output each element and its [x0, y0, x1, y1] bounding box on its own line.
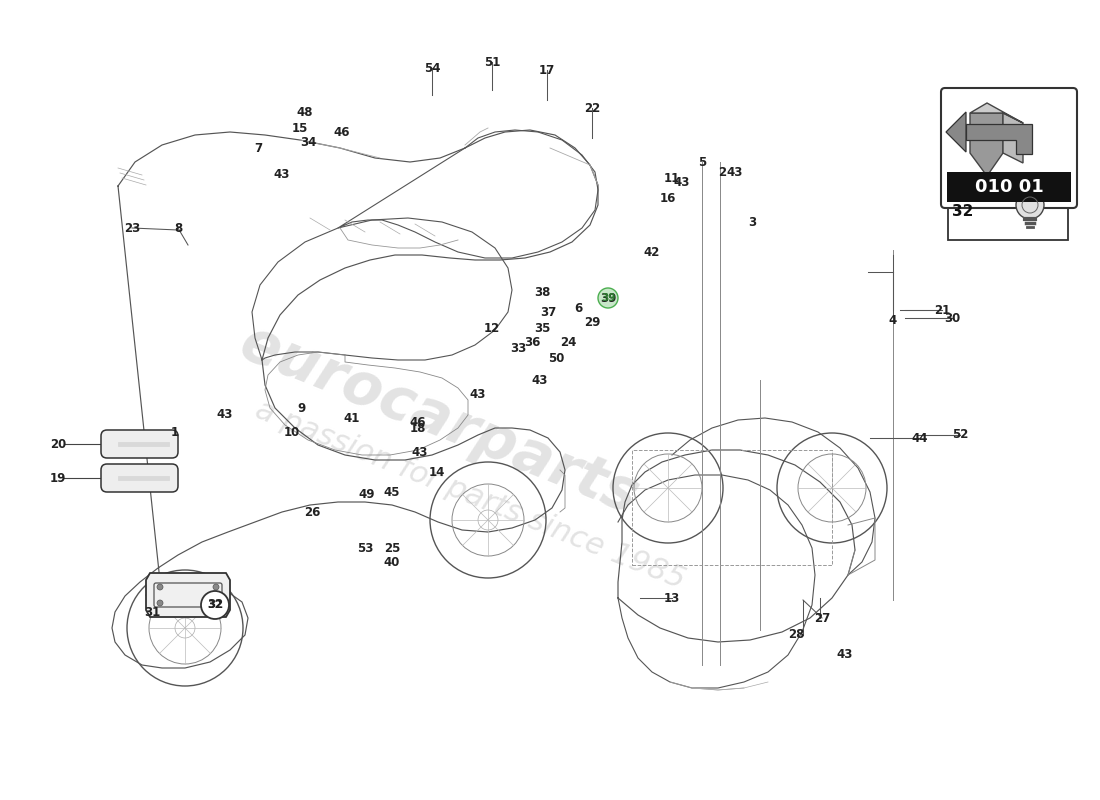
Text: 18: 18 — [410, 422, 426, 434]
Text: 43: 43 — [274, 169, 290, 182]
Text: 17: 17 — [539, 63, 556, 77]
Text: 50: 50 — [548, 351, 564, 365]
Text: 24: 24 — [560, 335, 576, 349]
Text: 1: 1 — [170, 426, 179, 438]
Bar — [948, 182, 1068, 240]
Text: 42: 42 — [644, 246, 660, 258]
Text: 5: 5 — [697, 155, 706, 169]
Text: 31: 31 — [144, 606, 161, 618]
Text: 46: 46 — [409, 415, 427, 429]
Text: 32: 32 — [207, 598, 223, 611]
Polygon shape — [1003, 113, 1023, 163]
Text: 8: 8 — [174, 222, 183, 234]
Text: 45: 45 — [384, 486, 400, 498]
Text: 010 01: 010 01 — [975, 178, 1044, 196]
FancyBboxPatch shape — [101, 464, 178, 492]
Text: 32: 32 — [953, 203, 974, 218]
Polygon shape — [970, 113, 1003, 176]
Text: 43: 43 — [727, 166, 744, 178]
Text: 43: 43 — [470, 389, 486, 402]
Circle shape — [1016, 191, 1044, 219]
Text: 37: 37 — [540, 306, 557, 318]
Text: eurocarparts: eurocarparts — [232, 314, 648, 526]
Text: 43: 43 — [217, 409, 233, 422]
Text: 23: 23 — [124, 222, 140, 234]
Text: 19: 19 — [50, 471, 66, 485]
Text: 32: 32 — [207, 600, 222, 610]
Text: 54: 54 — [424, 62, 440, 74]
Text: 27: 27 — [814, 611, 830, 625]
Text: 9: 9 — [298, 402, 306, 414]
Text: 43: 43 — [674, 175, 690, 189]
Text: 43: 43 — [837, 649, 854, 662]
Text: 41: 41 — [344, 411, 360, 425]
Text: 14: 14 — [429, 466, 446, 478]
Text: 33: 33 — [510, 342, 526, 354]
FancyBboxPatch shape — [940, 88, 1077, 208]
Text: 43: 43 — [411, 446, 428, 458]
Text: 30: 30 — [944, 311, 960, 325]
Polygon shape — [966, 124, 1032, 154]
Polygon shape — [946, 112, 966, 152]
Text: 11: 11 — [664, 171, 680, 185]
Text: 29: 29 — [584, 315, 601, 329]
Circle shape — [213, 600, 219, 606]
Polygon shape — [970, 103, 1023, 123]
Text: 51: 51 — [484, 55, 500, 69]
Text: 48: 48 — [297, 106, 313, 118]
Text: 10: 10 — [284, 426, 300, 438]
Text: 12: 12 — [484, 322, 500, 334]
Polygon shape — [146, 573, 230, 617]
Text: 39: 39 — [601, 293, 615, 303]
Text: 34: 34 — [300, 135, 316, 149]
Text: 25: 25 — [384, 542, 400, 554]
Text: 38: 38 — [534, 286, 550, 298]
Text: 13: 13 — [664, 591, 680, 605]
Text: 15: 15 — [292, 122, 308, 134]
Text: 53: 53 — [356, 542, 373, 554]
Circle shape — [598, 288, 618, 308]
Text: 49: 49 — [359, 489, 375, 502]
Text: 28: 28 — [788, 629, 804, 642]
Circle shape — [157, 600, 163, 606]
Text: 46: 46 — [333, 126, 350, 138]
Text: 36: 36 — [524, 335, 540, 349]
Text: 44: 44 — [912, 431, 928, 445]
Text: 39: 39 — [600, 291, 616, 305]
Text: 40: 40 — [384, 555, 400, 569]
Text: 16: 16 — [660, 191, 676, 205]
Bar — [947, 172, 1071, 202]
Text: 4: 4 — [889, 314, 898, 326]
Circle shape — [201, 591, 229, 619]
Bar — [632, 450, 832, 565]
Text: 52: 52 — [952, 429, 968, 442]
Text: 20: 20 — [50, 438, 66, 450]
Text: 26: 26 — [304, 506, 320, 518]
Text: 35: 35 — [534, 322, 550, 334]
Text: 3: 3 — [748, 217, 756, 230]
Text: 7: 7 — [254, 142, 262, 154]
Text: 21: 21 — [934, 303, 950, 317]
Circle shape — [213, 584, 219, 590]
Text: 22: 22 — [584, 102, 601, 114]
Text: 6: 6 — [574, 302, 582, 314]
Circle shape — [157, 584, 163, 590]
Text: 43: 43 — [531, 374, 548, 386]
FancyBboxPatch shape — [101, 430, 178, 458]
Text: 2: 2 — [718, 166, 726, 179]
Text: a passion for parts since 1985: a passion for parts since 1985 — [251, 395, 689, 594]
